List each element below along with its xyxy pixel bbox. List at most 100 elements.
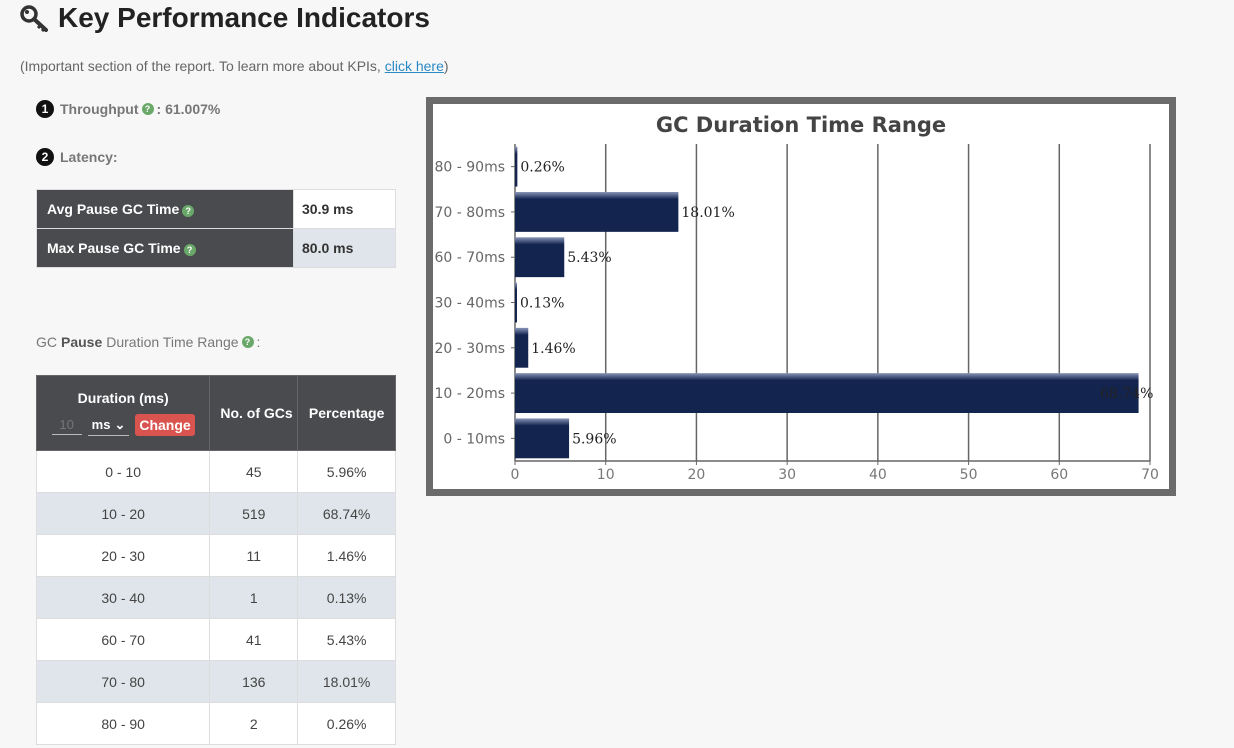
table-header-row: Duration (ms) ms⌄ Change No. of GCs Perc… bbox=[35, 375, 396, 451]
y-tick-label: 20 - 30ms bbox=[434, 341, 505, 357]
bar bbox=[515, 282, 517, 323]
page-header: Key Performance Indicators bbox=[20, 0, 430, 36]
table-row: 20 - 30 11 1.46% bbox=[35, 534, 396, 577]
bar-data-label: 68.74% bbox=[1100, 386, 1153, 402]
change-button[interactable]: Change bbox=[135, 414, 195, 436]
avg-pause-value: 30.9 ms bbox=[293, 189, 396, 229]
pct-cell: 0.13% bbox=[297, 576, 396, 619]
bar bbox=[515, 192, 679, 232]
page-title: Key Performance Indicators bbox=[58, 2, 430, 33]
gcs-cell: 519 bbox=[209, 492, 299, 535]
latency-line: 2 Latency: bbox=[36, 148, 118, 166]
number-badge: 2 bbox=[36, 148, 54, 166]
unit-select[interactable]: ms ⌄ bbox=[87, 415, 130, 436]
bar-data-label: 5.43% bbox=[567, 250, 611, 266]
duration-header-label: Duration (ms) bbox=[77, 390, 169, 406]
throughput-line: 1 Throughput ? : 61.007% bbox=[36, 100, 220, 118]
subtitle-text: (Important section of the report. To lea… bbox=[20, 58, 385, 74]
pct-cell: 5.96% bbox=[297, 450, 396, 493]
table-row: 30 - 40 1 0.13% bbox=[35, 576, 396, 619]
throughput-value: : 61.007% bbox=[156, 101, 221, 117]
x-tick-label: 10 bbox=[597, 467, 615, 483]
gcs-cell: 41 bbox=[209, 618, 299, 661]
pct-cell: 5.43% bbox=[297, 618, 396, 661]
max-pause-label-text: Max Pause GC Time bbox=[47, 240, 181, 256]
help-icon[interactable]: ? bbox=[183, 244, 196, 256]
range-cell: 70 - 80 bbox=[35, 660, 211, 703]
table-row: 60 - 70 41 5.43% bbox=[35, 618, 396, 661]
caption-bold: Pause bbox=[61, 334, 103, 350]
help-icon[interactable]: ? bbox=[182, 205, 195, 217]
table-row: Max Pause GC Time? 80.0 ms bbox=[36, 228, 396, 268]
y-tick-label: 30 - 40ms bbox=[434, 296, 505, 312]
chart-title: GC Duration Time Range bbox=[656, 113, 946, 137]
table-row: 70 - 80 136 18.01% bbox=[35, 660, 396, 703]
page-subtitle: (Important section of the report. To lea… bbox=[20, 58, 449, 74]
caption-suffix: Duration Time Range bbox=[106, 334, 239, 350]
chart-svg: GC Duration Time Range 0 10 20 30 40 50 60 70 0 -… bbox=[434, 113, 1159, 483]
x-tick-label: 60 bbox=[1050, 467, 1068, 483]
x-tick-label: 40 bbox=[869, 467, 887, 483]
caption-prefix: GC bbox=[36, 334, 57, 350]
bar bbox=[515, 327, 529, 368]
range-cell: 20 - 30 bbox=[35, 534, 211, 577]
x-tick-label: 30 bbox=[778, 467, 796, 483]
y-tick-label: 0 - 10ms bbox=[443, 431, 505, 447]
unit-select-value: ms bbox=[91, 417, 111, 432]
bar-data-label: 0.13% bbox=[520, 296, 564, 312]
latency-table: Avg Pause GC Time? 30.9 ms Max Pause GC … bbox=[36, 189, 396, 268]
avg-pause-label: Avg Pause GC Time? bbox=[36, 189, 294, 229]
avg-pause-label-text: Avg Pause GC Time bbox=[47, 201, 180, 217]
table-row: Avg Pause GC Time? 30.9 ms bbox=[36, 189, 396, 229]
bar-data-label: 5.96% bbox=[572, 431, 616, 447]
range-size-input[interactable] bbox=[51, 415, 82, 435]
caption-colon: : bbox=[256, 334, 261, 350]
range-cell: 60 - 70 bbox=[35, 618, 211, 661]
gcs-cell: 136 bbox=[209, 660, 299, 703]
throughput-label: Throughput bbox=[60, 101, 139, 117]
pct-cell: 18.01% bbox=[297, 660, 396, 703]
x-tick-label: 50 bbox=[960, 467, 978, 483]
duration-table: Duration (ms) ms⌄ Change No. of GCs Perc… bbox=[35, 375, 396, 745]
pct-cell: 1.46% bbox=[297, 534, 396, 577]
bar-data-label: 18.01% bbox=[681, 205, 734, 221]
range-cell: 80 - 90 bbox=[35, 702, 211, 745]
gcs-cell: 2 bbox=[209, 702, 299, 745]
x-tick-label: 0 bbox=[511, 467, 520, 483]
bar-data-label: 0.26% bbox=[520, 160, 564, 176]
range-caption: GC Pause Duration Time Range ?: bbox=[36, 334, 260, 350]
bar-data-label: 1.46% bbox=[531, 341, 575, 357]
bar bbox=[515, 418, 570, 459]
subtitle-close: ) bbox=[443, 58, 449, 74]
latency-label: Latency: bbox=[60, 149, 118, 165]
key-icon bbox=[20, 5, 48, 32]
max-pause-label: Max Pause GC Time? bbox=[36, 228, 294, 268]
gcs-cell: 1 bbox=[209, 576, 299, 619]
gcs-header: No. of GCs bbox=[209, 375, 299, 451]
unit-controls: ms⌄ Change bbox=[38, 414, 208, 436]
x-tick-label: 20 bbox=[688, 467, 706, 483]
table-row: 10 - 20 519 68.74% bbox=[35, 492, 396, 535]
help-icon[interactable]: ? bbox=[241, 336, 254, 348]
pct-cell: 68.74% bbox=[297, 492, 396, 535]
chevron-down-icon: ⌄ bbox=[114, 416, 126, 432]
percentage-header: Percentage bbox=[297, 375, 396, 451]
range-cell: 0 - 10 bbox=[35, 450, 211, 493]
gc-duration-chart: GC Duration Time Range 0 10 20 30 40 50 60 70 0 -… bbox=[426, 97, 1176, 496]
bar bbox=[515, 146, 518, 187]
gcs-cell: 45 bbox=[209, 450, 299, 493]
learn-more-link[interactable]: click here bbox=[384, 58, 444, 74]
gcs-cell: 11 bbox=[209, 534, 299, 577]
number-badge: 1 bbox=[36, 100, 54, 118]
y-tick-label: 80 - 90ms bbox=[434, 160, 505, 176]
help-icon[interactable]: ? bbox=[141, 103, 154, 115]
table-row: 80 - 90 2 0.26% bbox=[35, 702, 396, 745]
y-tick-label: 10 - 20ms bbox=[434, 386, 505, 402]
x-tick-label: 70 bbox=[1141, 467, 1159, 483]
pct-cell: 0.26% bbox=[297, 702, 396, 745]
bar bbox=[515, 237, 565, 278]
bar bbox=[515, 373, 1139, 413]
duration-header: Duration (ms) ms⌄ Change bbox=[35, 375, 211, 451]
y-tick-label: 60 - 70ms bbox=[434, 250, 505, 266]
range-cell: 10 - 20 bbox=[35, 492, 211, 535]
